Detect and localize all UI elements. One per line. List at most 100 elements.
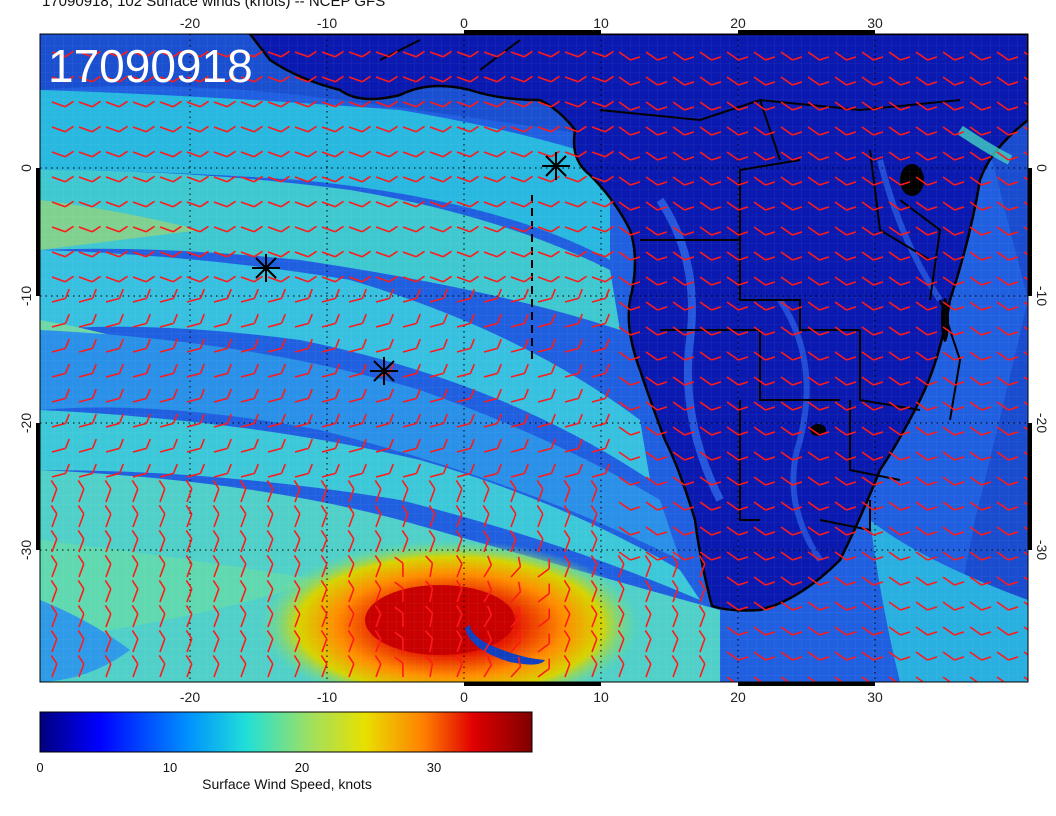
- wind-barb: [455, 630, 463, 653]
- wind-barb: [726, 151, 749, 161]
- wind-barb: [861, 651, 884, 661]
- wind-barb: [77, 605, 85, 628]
- wind-barb: [699, 276, 722, 286]
- wind-barb: [293, 630, 301, 653]
- wind-barb: [158, 605, 166, 628]
- wind-barb: [942, 426, 965, 436]
- wind-barb: [402, 413, 421, 428]
- wind-barb: [510, 581, 522, 603]
- wind-barb: [861, 126, 884, 136]
- wind-barb: [753, 651, 776, 661]
- wind-barb: [915, 401, 938, 411]
- wind-barb: [969, 326, 992, 336]
- lon-label: 20: [730, 689, 746, 705]
- wind-barb: [536, 480, 544, 503]
- wind-barb: [996, 351, 1019, 361]
- wind-barb: [266, 530, 274, 553]
- wind-barb: [213, 200, 236, 208]
- wind-barb: [348, 250, 371, 258]
- wind-barb: [780, 251, 803, 261]
- wind-barb: [591, 363, 610, 378]
- wind-barb: [455, 605, 463, 628]
- lon-label: 10: [593, 15, 609, 31]
- wind-barb: [455, 580, 463, 603]
- wind-barb: [888, 376, 911, 386]
- wind-barb: [1023, 276, 1028, 286]
- wind-barb: [915, 326, 938, 336]
- wind-barb: [564, 125, 587, 133]
- wind-barb: [186, 225, 209, 233]
- wind-barb: [267, 463, 286, 478]
- wind-barb: [50, 480, 58, 503]
- wind-barb: [51, 313, 70, 328]
- wind-barb: [591, 225, 614, 233]
- wind-barb: [267, 175, 290, 183]
- wind-barb: [213, 288, 232, 303]
- wind-barb: [240, 100, 263, 108]
- wind-barb: [456, 275, 479, 283]
- wind-barb: [834, 176, 857, 186]
- wind-barb: [186, 463, 205, 478]
- wind-barb: [753, 551, 776, 561]
- wind-barb: [915, 676, 938, 682]
- wind-barb: [834, 426, 857, 436]
- colorbar-tick: 30: [427, 760, 441, 775]
- wind-barb: [644, 655, 652, 678]
- wind-barb: [996, 251, 1019, 261]
- wind-barb: [131, 630, 139, 653]
- wind-barb: [186, 50, 209, 58]
- wind-barb: [213, 413, 232, 428]
- wind-barb: [942, 626, 965, 636]
- wind-barb: [807, 651, 830, 661]
- wind-barb: [861, 76, 884, 86]
- wind-barb: [375, 175, 398, 183]
- wind-barb: [429, 275, 452, 283]
- wind-barb: [375, 100, 398, 108]
- wind-barb: [104, 555, 112, 578]
- wind-barb: [591, 50, 614, 58]
- lat-label: 0: [18, 164, 34, 172]
- wind-barb: [888, 501, 911, 511]
- wind-barb: [618, 401, 641, 411]
- wind-barb: [996, 201, 1019, 211]
- wind-barb: [888, 576, 911, 586]
- wind-barb: [942, 126, 965, 136]
- wind-barb: [1023, 651, 1028, 661]
- wind-barb: [482, 480, 490, 503]
- wind-barb: [132, 463, 151, 478]
- wind-barb: [726, 176, 749, 186]
- wind-barb: [861, 326, 884, 336]
- wind-barb: [590, 505, 598, 528]
- wind-barb: [402, 175, 425, 183]
- wind-barb: [510, 313, 529, 328]
- wind-barb: [425, 605, 434, 628]
- wind-barb: [510, 288, 529, 303]
- lon-labels-top: -20 -10 0 10 20 30: [180, 15, 883, 31]
- wind-barb: [780, 326, 803, 336]
- wind-barb: [753, 376, 776, 386]
- wind-barb: [240, 363, 259, 378]
- wind-barb: [726, 326, 749, 336]
- wind-barb: [645, 401, 668, 411]
- wind-barb: [159, 413, 178, 428]
- wind-barb: [131, 480, 139, 503]
- wind-barb: [942, 301, 965, 311]
- wind-barb: [590, 655, 598, 678]
- wind-barb: [861, 51, 884, 61]
- wind-barb: [563, 555, 571, 578]
- wind-barb: [645, 201, 668, 211]
- wind-barb: [321, 150, 344, 158]
- wind-barb: [321, 200, 344, 208]
- wind-barb: [321, 75, 344, 83]
- wind-barb: [212, 480, 220, 503]
- wind-barb: [834, 326, 857, 336]
- wind-barb: [267, 275, 290, 283]
- wind-barb: [618, 451, 641, 461]
- wind-barb: [699, 51, 722, 61]
- wind-barb: [537, 200, 560, 208]
- wind-barbs: [50, 50, 1028, 682]
- wind-barb: [564, 175, 587, 183]
- wind-barb: [969, 476, 992, 486]
- wind-barb: [996, 276, 1019, 286]
- wind-barb: [509, 480, 517, 503]
